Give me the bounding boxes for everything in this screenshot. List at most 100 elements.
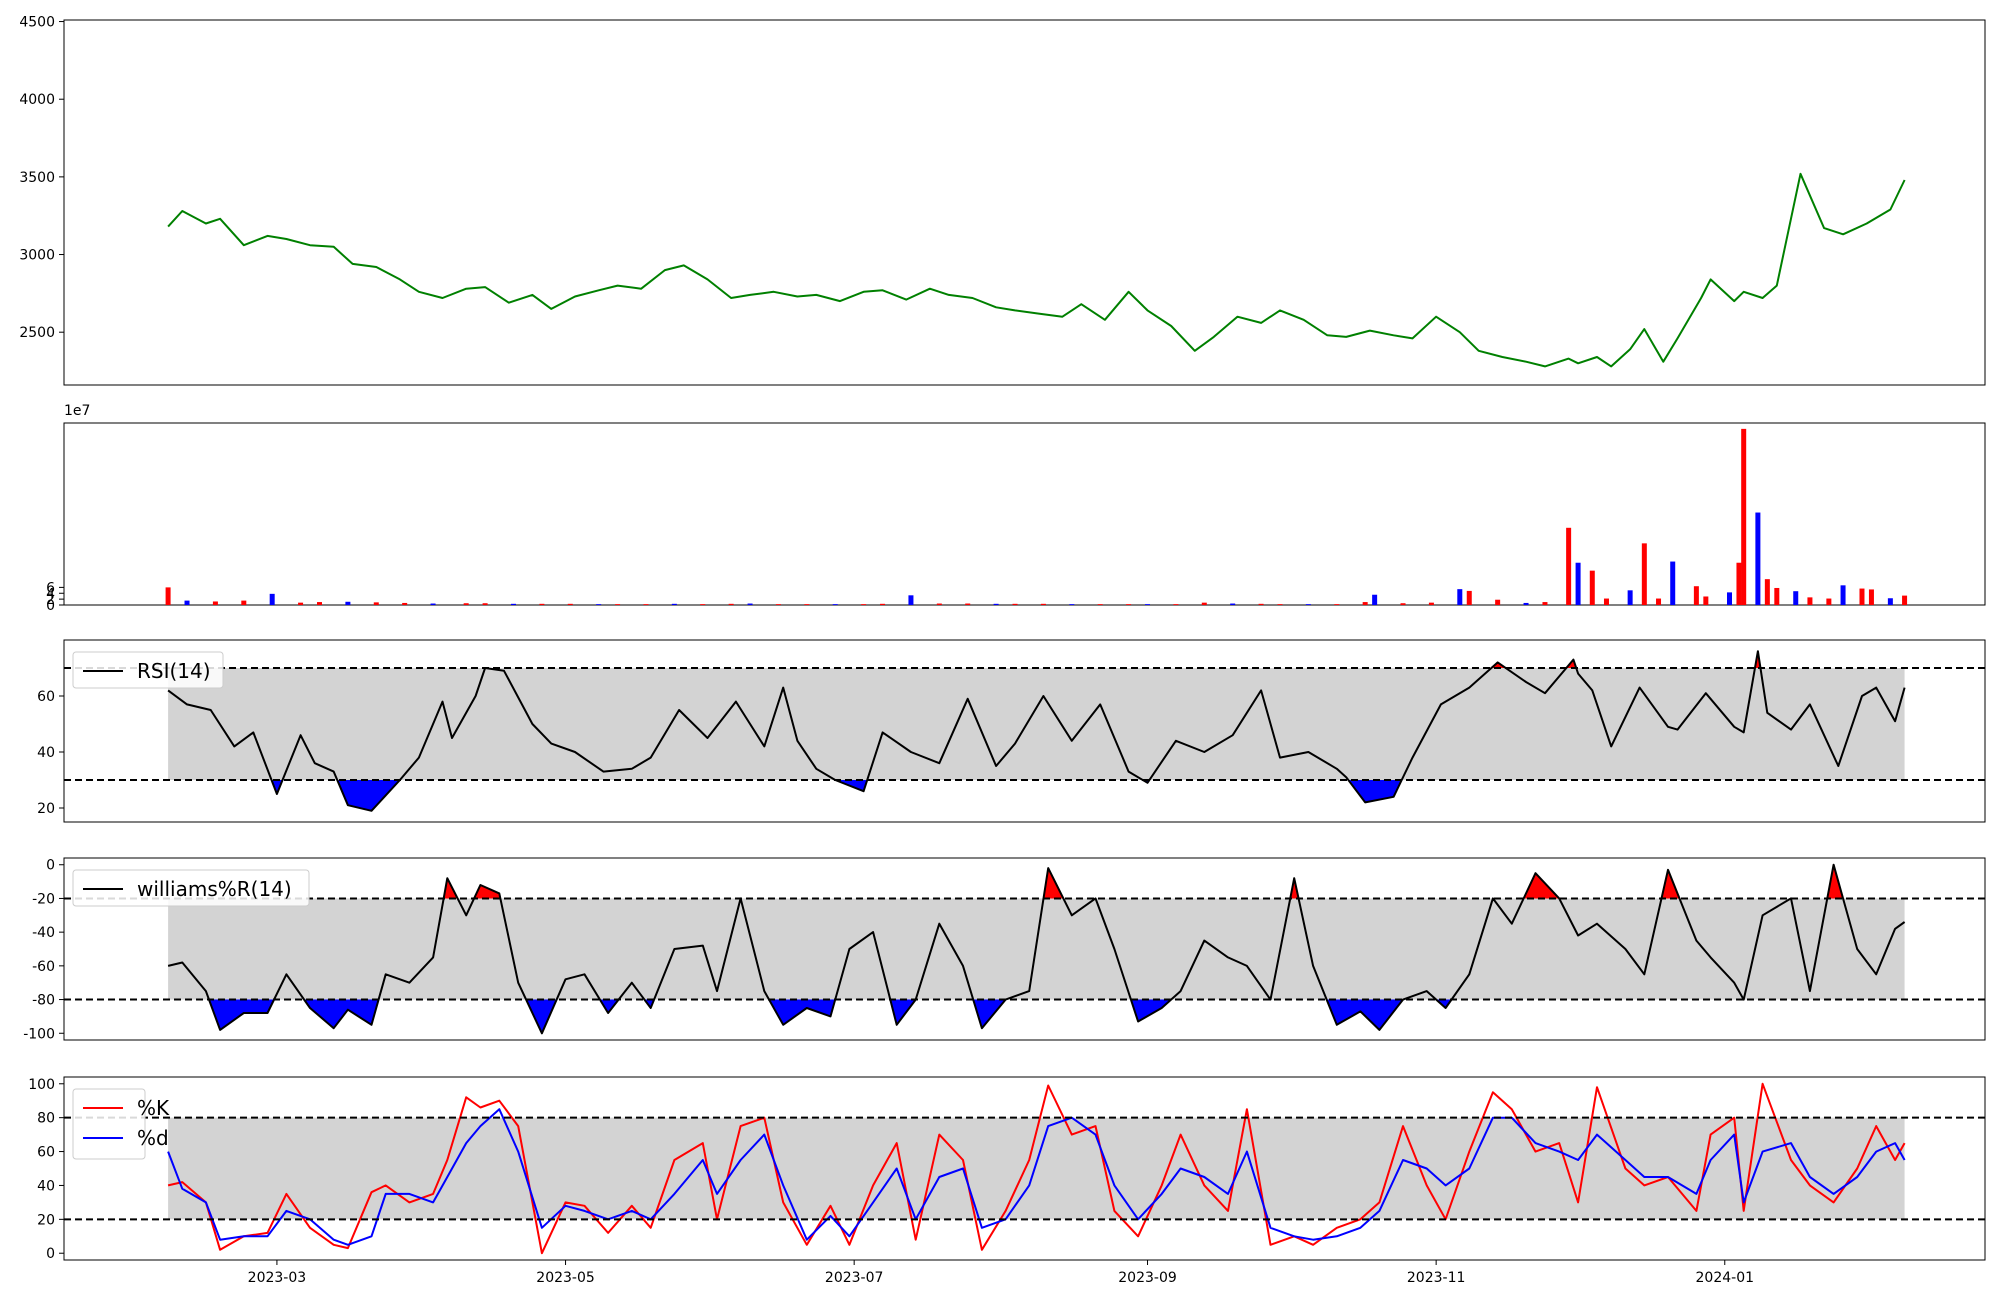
volume-bar bbox=[1334, 604, 1340, 605]
volume-bar bbox=[747, 603, 753, 605]
volume-bar bbox=[1656, 598, 1662, 605]
volume-bar bbox=[1826, 598, 1832, 605]
volume-bar bbox=[804, 604, 810, 605]
rsi-panel: 20 40 60 RSI(14) bbox=[37, 639, 1986, 823]
volume-bar bbox=[510, 603, 516, 605]
volume-bar bbox=[1428, 602, 1434, 605]
xtick-label: 2023-03 bbox=[248, 1270, 307, 1286]
volume-bar bbox=[1012, 603, 1018, 605]
stochastic-legend-label: %d bbox=[137, 1126, 169, 1150]
rsi-neutral-band bbox=[168, 668, 1905, 780]
volume-bar bbox=[184, 600, 190, 605]
williams-oversold-fill bbox=[1130, 999, 1172, 1022]
volume-bar bbox=[345, 601, 351, 605]
volume-bar bbox=[861, 604, 867, 605]
volume-bar bbox=[880, 603, 886, 605]
volume-bar bbox=[1807, 597, 1813, 605]
williams-oversold-fill bbox=[890, 999, 916, 1025]
stochastic-series-line bbox=[167, 1108, 1906, 1246]
1-ytick-label: 4 bbox=[46, 586, 55, 602]
volume-bar bbox=[317, 602, 323, 605]
price-line bbox=[167, 172, 1906, 368]
stochastic-legend bbox=[72, 1088, 146, 1160]
volume-bar bbox=[1258, 603, 1264, 605]
volume-bar bbox=[728, 603, 734, 605]
1-ytick-label: 0 bbox=[46, 598, 55, 614]
volume-bar bbox=[1362, 602, 1368, 605]
0-ytick-label: 2500 bbox=[19, 325, 55, 341]
rsi-series-line bbox=[167, 650, 1906, 812]
volume-bar bbox=[1902, 595, 1908, 605]
volume-bar bbox=[539, 603, 545, 605]
2-ytick-label: 20 bbox=[37, 801, 55, 817]
volume-bar bbox=[1097, 604, 1103, 605]
3-ytick-label: -40 bbox=[32, 925, 55, 941]
volume-bar bbox=[936, 603, 942, 605]
williams-overbought-fill bbox=[1661, 869, 1680, 899]
xtick-label: 2023-09 bbox=[1118, 1270, 1177, 1286]
volume-bar bbox=[1305, 604, 1311, 605]
volume-bar bbox=[1887, 598, 1893, 605]
williams-oversold-fill bbox=[973, 999, 1006, 1029]
stochastic-series-line bbox=[167, 1082, 1906, 1255]
volume-bar bbox=[832, 604, 838, 605]
williams-series-line bbox=[167, 863, 1906, 1035]
volume-bar bbox=[775, 604, 781, 605]
williams-overbought-fill bbox=[474, 885, 501, 899]
4-axes-frame bbox=[63, 1076, 1986, 1261]
volume-bar bbox=[1603, 598, 1609, 605]
price-panel: 2500 3000 3500 4000 4500 bbox=[19, 15, 1986, 386]
volume-bar bbox=[1859, 588, 1865, 605]
volume-bar bbox=[1201, 602, 1207, 605]
williams-oversold-fill bbox=[769, 999, 836, 1025]
volume-bar bbox=[463, 603, 469, 605]
xtick-label: 2023-11 bbox=[1407, 1270, 1466, 1286]
volume-bar bbox=[482, 603, 488, 605]
volume-bar bbox=[212, 601, 218, 605]
3-ytick-label: -60 bbox=[32, 959, 55, 975]
4-ytick-label: 0 bbox=[46, 1246, 55, 1262]
volume-bar bbox=[671, 603, 677, 605]
volume-bar bbox=[908, 595, 914, 605]
volume-bar bbox=[269, 593, 275, 605]
volume-bar bbox=[965, 603, 971, 605]
4-ytick-label: 100 bbox=[28, 1077, 55, 1093]
1-ytick-label: 6 bbox=[46, 580, 55, 596]
volume-bar bbox=[241, 600, 247, 605]
volume-bar bbox=[1703, 596, 1709, 605]
volume-bar bbox=[1040, 603, 1046, 605]
4-ytick-label: 60 bbox=[37, 1145, 55, 1161]
volume-bar bbox=[1523, 602, 1529, 605]
volume-bar bbox=[1755, 512, 1761, 605]
volume-bar bbox=[993, 603, 999, 605]
volume-bar bbox=[1566, 527, 1572, 605]
volume-bar bbox=[1764, 579, 1770, 605]
volume-bar bbox=[1793, 591, 1799, 605]
rsi-oversold-fill bbox=[271, 780, 283, 794]
3-ytick-label: -100 bbox=[23, 1026, 55, 1042]
4-ytick-label: 80 bbox=[37, 1111, 55, 1127]
volume-bar bbox=[596, 604, 602, 605]
volume-bar bbox=[1277, 604, 1283, 605]
volume-bar bbox=[567, 603, 573, 605]
williams-legend bbox=[72, 869, 310, 907]
williams-oversold-fill bbox=[599, 999, 619, 1013]
volume-bar bbox=[1736, 562, 1742, 605]
volume-bar bbox=[1774, 587, 1780, 605]
2-ytick-label: 60 bbox=[37, 689, 55, 705]
0-ytick-label: 3000 bbox=[19, 248, 55, 264]
3-ytick-label: -80 bbox=[32, 993, 55, 1009]
1-axes-frame bbox=[63, 422, 1986, 606]
0-ytick-label: 3500 bbox=[19, 170, 55, 186]
3-axes-frame bbox=[63, 857, 1986, 1041]
volume-bar bbox=[1868, 589, 1874, 605]
volume-offset-text: 1e7 bbox=[64, 403, 90, 419]
volume-bar bbox=[1495, 599, 1501, 605]
williams-legend-label: williams%R(14) bbox=[137, 877, 292, 901]
xtick-label: 2023-07 bbox=[825, 1270, 884, 1286]
volume-bar bbox=[1145, 604, 1151, 605]
volume-bar bbox=[430, 603, 436, 605]
1-ytick-label: 2 bbox=[46, 592, 55, 608]
rsi-oversold-fill bbox=[337, 780, 400, 811]
